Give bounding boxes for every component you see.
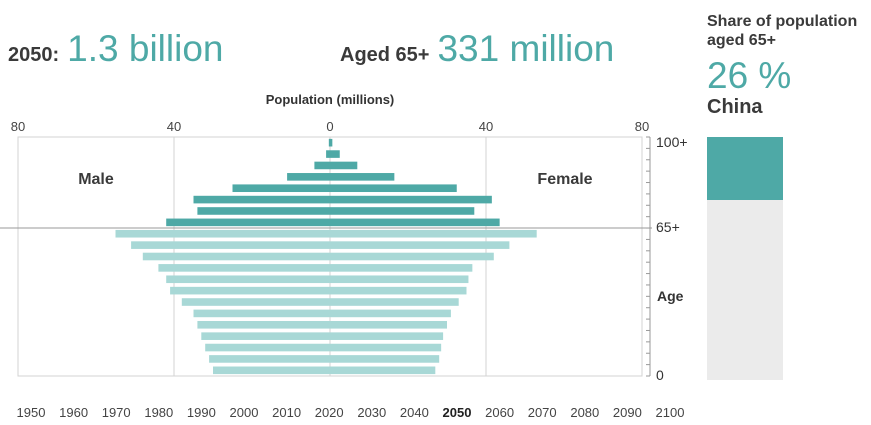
total-population-value: 1.3 billion bbox=[67, 28, 224, 69]
share-value: 26 % bbox=[707, 55, 792, 96]
male-bar-90-94 bbox=[314, 161, 330, 170]
age-tick-label: 100+ bbox=[656, 134, 688, 150]
aged-label: Aged 65+ bbox=[340, 44, 430, 66]
aged-population: Aged 65+ 331 million bbox=[340, 28, 614, 70]
year-1950[interactable]: 1950 bbox=[16, 405, 46, 420]
female-bar-50-54 bbox=[330, 252, 494, 261]
female-bar-85-89 bbox=[330, 173, 395, 181]
year-1960[interactable]: 1960 bbox=[59, 405, 89, 420]
year-2060[interactable]: 2060 bbox=[485, 405, 515, 420]
female-bar-100+ bbox=[330, 138, 333, 147]
female-bar-90-94 bbox=[330, 161, 358, 170]
male-bar-85-89 bbox=[287, 173, 330, 181]
age-tick-label: 65+ bbox=[656, 219, 680, 235]
male-bar-25-29 bbox=[193, 309, 330, 318]
year-label: 2050: bbox=[8, 44, 60, 66]
female-bar-35-39 bbox=[330, 286, 467, 295]
x-axis-title: Population (millions) bbox=[266, 92, 395, 107]
aged-population-value: 331 million bbox=[437, 28, 615, 69]
female-bar-10-14 bbox=[330, 343, 442, 352]
male-bar-95-99 bbox=[326, 150, 330, 158]
female-bar-25-29 bbox=[330, 309, 451, 318]
female-bar-70-74 bbox=[330, 207, 475, 215]
year-2010[interactable]: 2010 bbox=[272, 405, 302, 420]
age-tick-label: 0 bbox=[656, 367, 664, 383]
year-2000[interactable]: 2000 bbox=[229, 405, 259, 420]
year-2090[interactable]: 2090 bbox=[612, 405, 642, 420]
male-bar-10-14 bbox=[205, 343, 330, 352]
year-2020[interactable]: 2020 bbox=[314, 405, 344, 420]
male-bar-80-84 bbox=[232, 184, 330, 193]
year-1980[interactable]: 1980 bbox=[144, 405, 174, 420]
female-bar-40-44 bbox=[330, 275, 469, 284]
male-bar-0-4 bbox=[213, 366, 330, 375]
year-2030[interactable]: 2030 bbox=[357, 405, 387, 420]
female-bar-20-24 bbox=[330, 320, 447, 329]
x-tick-label: 80 bbox=[635, 119, 649, 134]
year-2050[interactable]: 2050 bbox=[442, 405, 472, 420]
female-bar-5-9 bbox=[330, 355, 440, 363]
year-timeline: 1950 1960 1970 1980 1990 2000 2010 2020 2030 2040… bbox=[0, 405, 871, 425]
male-bar-20-24 bbox=[197, 320, 330, 329]
female-bar-75-79 bbox=[330, 195, 492, 204]
male-bar-50-54 bbox=[142, 252, 330, 261]
share-country: China bbox=[707, 96, 763, 118]
female-bar-45-49 bbox=[330, 264, 473, 272]
x-tick-label: 40 bbox=[479, 119, 493, 134]
female-bar-65-69 bbox=[330, 218, 500, 227]
female-bar-0-4 bbox=[330, 366, 436, 375]
year-1990[interactable]: 1990 bbox=[186, 405, 216, 420]
x-tick-label: 0 bbox=[326, 119, 333, 134]
share-bar bbox=[707, 137, 783, 380]
male-bar-35-39 bbox=[170, 286, 330, 295]
year-2040[interactable]: 2040 bbox=[399, 405, 429, 420]
year-2070[interactable]: 2070 bbox=[527, 405, 557, 420]
female-bar-60-64 bbox=[330, 229, 537, 238]
female-bar-15-19 bbox=[330, 332, 444, 340]
male-bar-100+ bbox=[328, 138, 330, 147]
x-tick-label: 40 bbox=[167, 119, 181, 134]
male-bar-5-9 bbox=[209, 355, 330, 363]
female-bar-55-59 bbox=[330, 241, 510, 249]
female-bar-80-84 bbox=[330, 184, 457, 193]
age-axis-title: Age bbox=[657, 288, 684, 304]
population-pyramid-chart: 80 40 0 40 80 Population (millions) 100+ 65+ 0 Ag… bbox=[0, 92, 688, 383]
female-bar-95-99 bbox=[330, 150, 340, 158]
female-bar-30-34 bbox=[330, 298, 459, 306]
total-population: 2050: 1.3 billion bbox=[8, 28, 224, 70]
year-1970[interactable]: 1970 bbox=[101, 405, 131, 420]
female-label: Female bbox=[537, 171, 592, 188]
male-bar-60-64 bbox=[115, 229, 330, 238]
male-bar-65-69 bbox=[166, 218, 330, 227]
male-bar-45-49 bbox=[158, 264, 330, 272]
x-tick-label: 80 bbox=[11, 119, 25, 134]
male-bar-30-34 bbox=[181, 298, 330, 306]
male-bar-15-19 bbox=[201, 332, 330, 340]
male-bar-55-59 bbox=[131, 241, 330, 249]
male-label: Male bbox=[78, 171, 114, 188]
male-bar-75-79 bbox=[193, 195, 330, 204]
year-2080[interactable]: 2080 bbox=[570, 405, 600, 420]
share-bar-fill bbox=[707, 137, 783, 201]
year-2100[interactable]: 2100 bbox=[655, 405, 685, 420]
male-bar-40-44 bbox=[166, 275, 330, 284]
share-title: Share of population aged 65+ bbox=[707, 13, 858, 49]
male-bar-70-74 bbox=[197, 207, 330, 215]
